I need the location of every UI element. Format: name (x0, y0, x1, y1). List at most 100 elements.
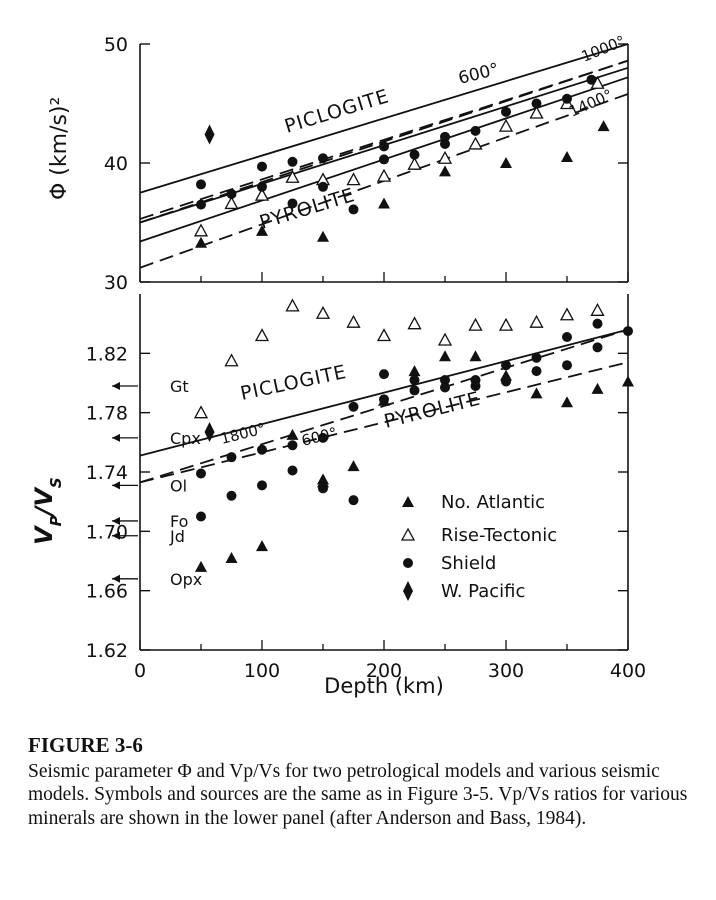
rise-tectonic-point (529, 105, 544, 119)
shield-point (287, 156, 298, 167)
shield-point (440, 382, 450, 393)
y-axis-title-part: /V (30, 486, 58, 519)
mineral-label-opx: Opx (170, 570, 202, 589)
y-tick-label: 1.82 (86, 343, 128, 365)
annotation-1000: 1000° (579, 32, 628, 66)
no-atlantic-point (500, 157, 512, 168)
shield-point (562, 93, 572, 104)
shield-point (348, 401, 359, 412)
shield-point (226, 452, 237, 463)
caption-text: Seismic parameter Φ and Vp/Vs for two pe… (28, 760, 688, 829)
shield-point (592, 318, 603, 329)
rise-tectonic-point (468, 136, 483, 150)
rise-tectonic-point (407, 156, 422, 170)
mineral-label-jd: Jd (169, 527, 185, 546)
shield-point (318, 432, 328, 443)
shield-point (623, 326, 633, 337)
shield-point (287, 198, 298, 209)
no-atlantic-point (195, 236, 207, 248)
shield-point (470, 125, 481, 136)
rise-tectonic-point (285, 298, 300, 312)
y-axis-title-part: S (47, 477, 65, 488)
shield-point (287, 465, 298, 476)
rise-tectonic-point (529, 314, 544, 328)
no-atlantic-point (408, 365, 421, 377)
mineral-arrow-head (112, 481, 120, 490)
rise-tectonic-point (498, 118, 514, 132)
mineral-marker-opx: Opx (112, 570, 202, 589)
x-tick-label: 300 (488, 660, 524, 682)
rise-tectonic-point (376, 168, 392, 182)
y-tick-label: 30 (104, 272, 128, 294)
mineral-marker-jd: Jd (112, 527, 185, 546)
shield-point (318, 181, 328, 192)
model-line-1800 (139, 328, 629, 484)
mineral-marker-fo: Fo (112, 512, 188, 531)
mineral-label-cpx: Cpx (170, 429, 201, 448)
shield-point (562, 360, 572, 371)
rise-tectonic-point (193, 223, 209, 237)
legend-marker-rise-tectonic (400, 527, 416, 541)
shield-point (257, 444, 267, 455)
rise-tectonic-point (285, 169, 300, 183)
x-axis-title: Depth (km) (324, 674, 444, 698)
figure-caption: FIGURE 3-6 Seismic parameter Φ and Vp/Vs… (28, 733, 698, 830)
shield-point (501, 360, 511, 371)
annotation-piclogite: PICLOGITE (238, 361, 348, 405)
rise-tectonic-point (224, 196, 239, 210)
shield-point (379, 369, 389, 380)
shield-point (196, 468, 206, 479)
mineral-arrow-head (112, 516, 120, 525)
mineral-label-ol: Ol (170, 476, 187, 495)
shield-point (470, 375, 481, 386)
shield-point (257, 181, 267, 192)
annotation-1800: 1800° (219, 419, 268, 448)
rise-tectonic-point (346, 314, 361, 328)
shield-point (440, 375, 450, 386)
rise-tectonic-point (468, 317, 483, 331)
shield-point (592, 342, 603, 353)
shield-point (440, 138, 450, 149)
no-atlantic-point (195, 560, 207, 572)
shield-point (379, 141, 389, 152)
no-atlantic-point (286, 428, 299, 440)
mineral-arrow-head (112, 531, 120, 540)
shield-point (501, 376, 511, 387)
y-tick-label: 1.70 (86, 521, 128, 543)
shield-point (586, 74, 597, 85)
annotation-piclogite: PICLOGITE (282, 85, 392, 138)
y-axis-title-upper: Φ (km/s)² (47, 97, 72, 200)
no-atlantic-point (561, 396, 573, 408)
legend-marker-w-pacific (403, 581, 413, 601)
legend-marker-no-atlantic (402, 496, 414, 507)
rise-tectonic-point (315, 305, 331, 319)
annotation-1400: 1400° (566, 86, 615, 121)
no-atlantic-point (256, 540, 268, 552)
no-atlantic-point (347, 460, 360, 472)
shield-point (379, 154, 389, 165)
legend-label-w-pacific: W. Pacific (441, 581, 525, 602)
seismic-figure: 30 40 50 PICLOGITE PYROLITE 600° 1000° 1400° Φ (… (30, 32, 646, 698)
no-atlantic-point (622, 375, 634, 387)
no-atlantic-point (256, 224, 268, 236)
no-atlantic-point (439, 165, 451, 177)
annotation-pyrolite: PYROLITE (257, 184, 358, 234)
mineral-label-gt: Gt (170, 377, 189, 396)
y-tick-label: 1.74 (86, 462, 128, 484)
y-tick-label: 50 (104, 34, 128, 56)
y-axis-title-part: V (30, 524, 58, 545)
annotation-pyrolite: PYROLITE (382, 388, 483, 433)
shield-point (348, 204, 359, 215)
no-atlantic-point (591, 382, 604, 394)
rise-tectonic-point (254, 328, 270, 342)
no-atlantic-point (439, 350, 451, 362)
x-tick-label: 0 (134, 660, 146, 682)
mineral-arrow-head (112, 381, 120, 390)
y-tick-label: 1.62 (86, 640, 128, 662)
no-atlantic-point (469, 350, 482, 362)
model-line-600 (139, 59, 629, 220)
y-tick-label: 40 (104, 153, 128, 175)
shield-point (409, 375, 420, 386)
x-tick-label: 400 (610, 660, 646, 682)
